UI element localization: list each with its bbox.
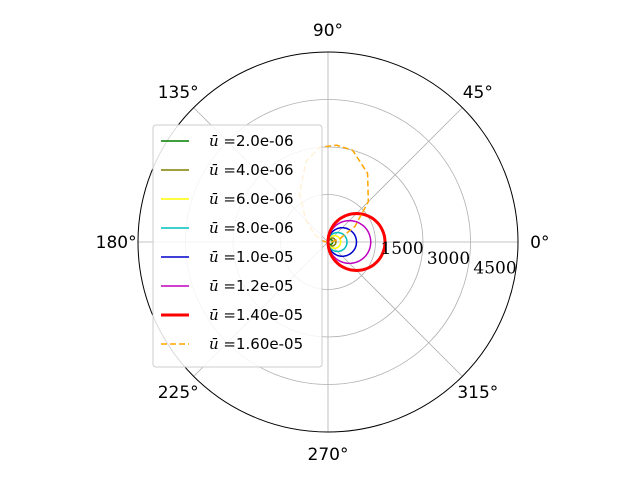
theta-tick-label: 90° [313,21,343,41]
legend-value: 1.60e-05 [236,335,303,353]
legend-prefix: ū = [209,190,236,208]
series-line-4 [327,227,358,258]
legend-box [152,124,323,368]
legend-prefix: ū = [209,335,236,353]
legend-value: 8.0e-06 [236,219,294,237]
legend-value: 1.2e-05 [236,277,294,295]
legend-prefix: ū = [209,219,236,237]
legend-label-5: ū =1.2e-05 [209,277,294,295]
theta-tick-labels: 0° 45° 90° 135° 180° 225° 270° 315° [96,21,550,465]
legend: ū =2.0e-06ū =4.0e-06ū =6.0e-06ū =8.0e-06… [152,124,323,368]
r-tick-label: 4500 [473,259,516,279]
r-tick-label: 3000 [427,249,470,269]
legend-label-4: ū =1.0e-05 [209,248,294,266]
legend-prefix: ū = [209,248,236,266]
theta-tick-label: 315° [457,383,498,403]
legend-prefix: ū = [209,161,236,179]
legend-label-3: ū =8.0e-06 [209,219,294,237]
series-line-2 [327,234,342,250]
legend-prefix: ū = [209,306,236,324]
legend-label-7: ū =1.60e-05 [209,335,303,353]
theta-tick-label: 180° [96,233,137,253]
series-line-5 [327,219,372,265]
theta-gridline-315 [327,241,463,377]
series-line-6 [326,211,387,273]
r-tick-label: 1500 [380,239,423,259]
legend-value: 1.0e-05 [236,248,294,266]
r-tick-labels: 1500 3000 4500 [380,239,516,279]
theta-tick-label: 45° [463,83,493,103]
legend-label-1: ū =4.0e-06 [209,161,294,179]
legend-label-2: ū =6.0e-06 [209,190,294,208]
legend-value: 4.0e-06 [236,161,294,179]
theta-gridline-45 [327,107,463,243]
series-line-3 [327,231,348,253]
series-line-1 [327,237,337,247]
legend-prefix: ū = [209,277,236,295]
legend-prefix: ū = [209,132,236,150]
theta-tick-label: 0° [530,233,549,253]
outer-frame [137,51,519,433]
theta-tick-label: 270° [308,445,349,465]
legend-label-6: ū =1.40e-05 [209,306,303,324]
legend-label-0: ū =2.0e-06 [209,132,294,150]
legend-value: 1.40e-05 [236,306,303,324]
legend-value: 2.0e-06 [236,132,294,150]
legend-value: 6.0e-06 [236,190,294,208]
theta-tick-label: 135° [158,83,199,103]
theta-tick-label: 225° [158,383,199,403]
